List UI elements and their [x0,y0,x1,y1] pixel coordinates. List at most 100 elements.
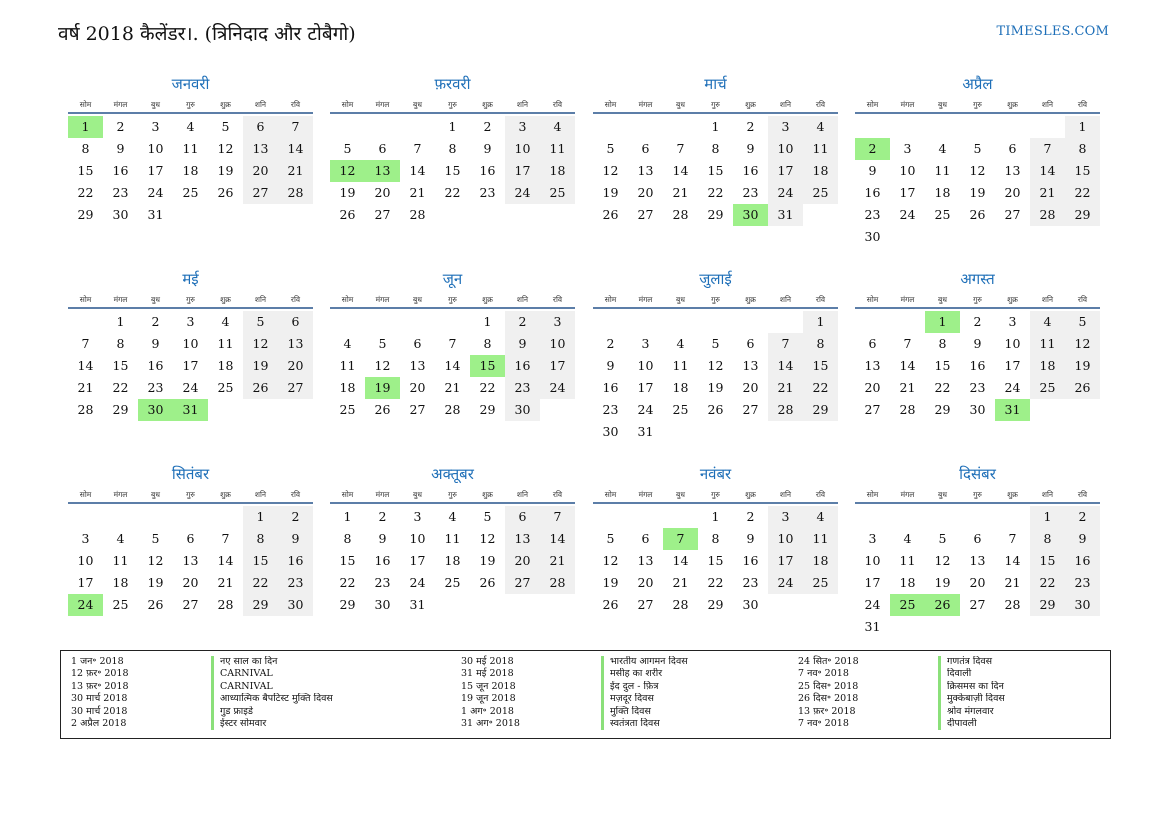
holiday-name: स्वतंत्रता दिवस [610,717,660,729]
weekday-label: शुक्र [482,100,493,109]
weekday-header: सोम मंगल बुध गुरु शुक्र शनि रवि [330,96,575,114]
weekday-label: शनि [779,490,792,499]
day-cell: 15 [444,163,461,178]
day-cell: 28 [768,399,803,421]
day-cell: 17 [77,575,94,590]
weekday-label: बुध [676,490,685,499]
day-cell: 21 [1004,575,1021,590]
weekday-label: सोम [604,295,617,304]
day-cell: 24 [864,597,881,612]
day-cell: 7 [221,531,230,546]
day-cell: 8 [243,528,278,550]
day-cell: 3 [505,116,540,138]
holiday-marker [601,693,604,706]
day-cell: 10 [768,138,803,160]
day-cell: 15 [707,553,724,568]
day-cell: 15 [339,553,356,568]
holiday-date: 24 सित॰ 2018 [798,656,859,667]
day-cell: 29 [707,597,724,612]
day-cell: 30 [602,424,619,439]
day-cell: 6 [868,336,877,351]
day-empty [628,116,663,138]
holiday-marker [938,705,941,718]
day-cell: 5 [221,119,230,134]
day-cell: 22 [803,377,838,399]
day-cell: 1 [483,314,492,329]
day-empty [173,506,208,528]
holiday-name: CARNIVAL [220,668,273,680]
weekday-header: सोम मंगल बुध गुरु शुक्र शनि रवि [593,291,838,309]
day-cell: 29 [479,402,496,417]
holiday-row: 7 नव॰ 2018 दीपावली [788,717,1107,731]
day-cell: 12 [217,141,234,156]
day-grid: 1 2 3 4 5 6 7 8 9 10 11 12 13 14 15 16 17 18 19 20 21 22 23 24 2… [593,309,838,443]
day-cell: 18 [899,575,916,590]
weekday-label: गुरु [711,100,720,109]
day-cell: 16 [864,185,881,200]
weekday-label: मंगल [638,100,653,109]
day-cell: 10 [768,528,803,550]
month-name: दिसंबर [959,465,996,483]
day-cell: 23 [374,575,391,590]
weekday-label: बुध [413,295,422,304]
weekday-label: बुध [413,100,422,109]
day-cell: 27 [637,597,654,612]
holiday-day-cell: 1 [925,311,960,333]
day-cell: 5 [243,311,278,333]
day-empty [400,311,435,333]
day-cell: 15 [77,163,94,178]
weekday-header: सोम मंगल बुध गुरु शुक्र शनि रवि [855,486,1100,504]
weekday-label: रवि [552,295,563,304]
day-cell: 10 [147,141,164,156]
weekday-label: सोम [79,490,92,499]
day-cell: 28 [1004,597,1021,612]
holiday-name: ईद दुल - फ़ित्र [610,680,659,692]
day-cell: 6 [243,116,278,138]
site-link[interactable]: TIMESLES.COM [996,24,1109,39]
holiday-date: 13 फ़र॰ 2018 [71,680,129,692]
day-cell: 20 [864,380,881,395]
day-grid: 1 2 3 4 5 6 7 8 9 10 11 12 13 14 15 16 17 18 19 20 21 22 23 24 2… [593,114,838,226]
holiday-marker [211,668,214,681]
weekday-label: सोम [341,295,354,304]
day-cell: 18 [540,160,575,182]
day-cell: 29 [339,597,356,612]
day-cell: 19 [217,163,234,178]
day-cell: 8 [803,333,838,355]
day-cell: 2 [1065,506,1100,528]
day-cell: 6 [278,311,313,333]
day-cell: 25 [803,182,838,204]
day-cell: 5 [1065,311,1100,333]
day-cell: 29 [1030,594,1065,616]
day-cell: 20 [1004,185,1021,200]
day-cell: 27 [637,207,654,222]
weekday-label: रवि [290,295,301,304]
day-empty [890,506,925,528]
weekday-label: मंगल [113,490,128,499]
day-cell: 31 [147,207,164,222]
holiday-name: श्रोव मंगलवार [947,705,994,717]
day-cell: 30 [505,399,540,421]
holiday-row: 30 मई 2018 भारतीय आगमन दिवस [451,656,770,669]
weekday-label: शुक्र [220,100,231,109]
holiday-date: 13 फ़र॰ 2018 [798,705,856,717]
weekday-label: गुरु [711,490,720,499]
day-cell: 23 [505,377,540,399]
holiday-date: 25 दिस॰ 2018 [798,680,859,692]
day-cell: 26 [969,207,986,222]
day-cell: 12 [374,358,391,373]
day-grid: 1 2 3 4 5 6 7 8 9 10 11 12 13 14 15 16 17 18 19 20 21 22 23 24 2… [855,504,1100,638]
day-cell: 17 [768,160,803,182]
day-cell: 7 [448,336,457,351]
day-cell: 12 [243,333,278,355]
holiday-name: नए साल का दिन [220,656,278,667]
weekday-label: रवि [1077,490,1088,499]
day-cell: 16 [969,358,986,373]
day-grid: 1 2 3 4 5 6 7 8 9 10 11 12 13 14 15 16 17 18 19 20 21 22 23 24 2… [593,504,838,616]
holiday-day-cell: 1 [68,116,103,138]
weekday-label: रवि [552,100,563,109]
holiday-row: 26 दिस॰ 2018 मुक्केबाज़ी दिवस [788,693,1107,706]
day-cell: 10 [409,531,426,546]
day-cell: 5 [711,336,720,351]
day-cell: 13 [969,553,986,568]
